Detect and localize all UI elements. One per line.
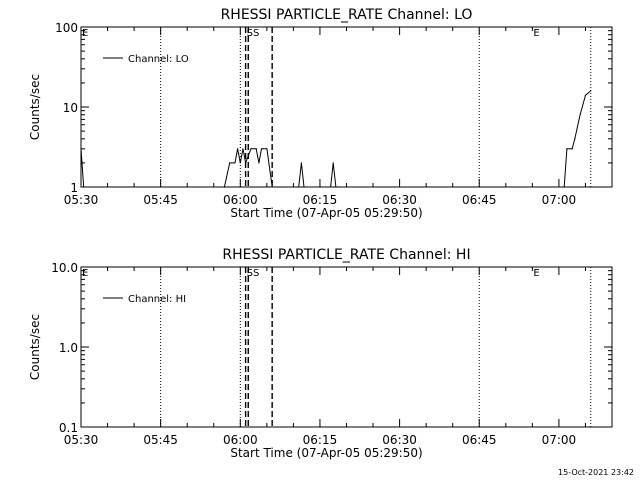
x-axis-label: Start Time (07-Apr-05 05:29:50) (230, 206, 422, 220)
x-tick-label: 06:45 (462, 433, 497, 447)
data-point (300, 162, 302, 164)
data-point (563, 186, 565, 188)
x-tick-label: 06:45 (462, 193, 497, 207)
data-point (303, 186, 305, 188)
event-marker-label: SS (247, 28, 260, 39)
data-point (579, 114, 581, 116)
x-tick-label: 05:45 (143, 433, 178, 447)
x-tick-label: 05:45 (143, 193, 178, 207)
data-point (223, 186, 225, 188)
y-axis-label: Counts/sec (28, 314, 42, 380)
data-point (245, 162, 247, 164)
x-tick-label: 06:30 (382, 433, 417, 447)
data-point (250, 148, 252, 150)
data-point (258, 162, 260, 164)
x-tick-label: 06:30 (382, 193, 417, 207)
data-point (584, 94, 587, 96)
footer-timestamp: 15-Oct-2021 23:42 (558, 468, 634, 477)
chart-title: RHESSI PARTICLE_RATE Channel: LO (221, 7, 473, 23)
legend-entry: Channel: LO (128, 54, 189, 65)
data-point (237, 148, 239, 150)
data-point (335, 186, 337, 188)
legend-entry: Channel: HI (128, 294, 186, 305)
data-point (260, 148, 263, 150)
x-tick-label: 07:00 (542, 433, 577, 447)
x-tick-label: 06:00 (223, 193, 258, 207)
data-point (271, 186, 273, 188)
data-point (332, 162, 334, 164)
y-tick-label: 1 (70, 181, 78, 195)
event-marker-label: E (533, 268, 539, 279)
data-point (80, 148, 82, 150)
y-tick-label: 1.0 (59, 341, 78, 355)
chart-panel-2: RHESSI PARTICLE_RATE Channel: HI E SS E 05:3… (28, 247, 613, 460)
data-point (239, 162, 241, 164)
chart-panel-1: RHESSI PARTICLE_RATE Channel: LO E SS E 05:3… (28, 7, 613, 220)
x-tick-label: 05:30 (64, 433, 99, 447)
x-tick-label: 06:15 (303, 193, 338, 207)
x-tick-label: 06:00 (223, 433, 258, 447)
data-point (234, 162, 236, 164)
data-point (83, 186, 85, 188)
y-tick-label: 10 (63, 101, 78, 115)
y-tick-label: 10.0 (51, 261, 78, 275)
y-axis-label: Counts/sec (28, 74, 42, 140)
data-point (590, 90, 592, 92)
data-point (255, 148, 257, 150)
event-marker-label: SS (247, 268, 260, 279)
event-marker-label: E (533, 28, 539, 39)
x-tick-label: 06:15 (303, 433, 338, 447)
x-tick-label: 05:30 (64, 193, 99, 207)
chart-title: RHESSI PARTICLE_RATE Channel: HI (222, 247, 470, 263)
y-tick-label: 0.1 (59, 421, 78, 435)
data-point (574, 138, 576, 140)
data-point (266, 148, 268, 150)
series-line (80, 90, 592, 188)
y-tick-label: 100 (55, 21, 78, 35)
data-point (566, 148, 568, 150)
event-marker-label: E (82, 28, 88, 39)
event-marker-label: E (82, 268, 88, 279)
data-point (329, 186, 332, 188)
data-point (571, 148, 573, 150)
data-point (298, 186, 300, 188)
data-point (242, 148, 244, 150)
x-tick-label: 07:00 (542, 193, 577, 207)
data-point (229, 162, 231, 164)
x-axis-label: Start Time (07-Apr-05 05:29:50) (230, 446, 422, 460)
